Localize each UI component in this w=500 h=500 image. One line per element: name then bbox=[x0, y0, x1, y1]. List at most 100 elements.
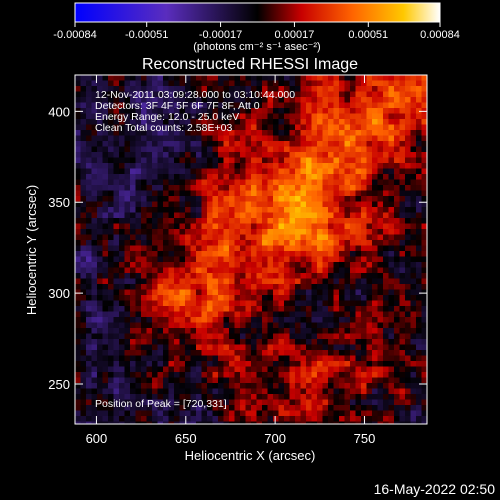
heatmap-cell bbox=[317, 295, 323, 301]
heatmap-cell bbox=[86, 80, 92, 87]
heatmap-cell bbox=[394, 394, 400, 400]
heatmap-cell bbox=[344, 383, 351, 389]
heatmap-cell bbox=[157, 322, 164, 329]
heatmap-cell bbox=[212, 168, 219, 175]
heatmap-cell bbox=[113, 75, 120, 81]
heatmap-cell bbox=[256, 240, 263, 246]
heatmap-cell bbox=[267, 218, 274, 224]
heatmap-cell bbox=[394, 240, 400, 246]
heatmap-cell bbox=[234, 218, 241, 224]
heatmap-cell bbox=[377, 300, 384, 307]
heatmap-cell bbox=[416, 97, 422, 103]
heatmap-cell bbox=[80, 163, 87, 169]
heatmap-cell bbox=[388, 102, 395, 109]
heatmap-cell bbox=[394, 146, 400, 153]
heatmap-cell bbox=[108, 201, 114, 208]
heatmap-cell bbox=[196, 410, 202, 417]
heatmap-cell bbox=[306, 262, 312, 268]
heatmap-cell bbox=[113, 300, 120, 307]
heatmap-cell bbox=[317, 372, 323, 378]
heatmap-cell bbox=[152, 119, 158, 125]
heatmap-cell bbox=[130, 256, 136, 263]
heatmap-cell bbox=[295, 273, 301, 279]
heatmap-cell bbox=[212, 179, 219, 186]
heatmap-cell bbox=[97, 416, 103, 422]
heatmap-cell bbox=[119, 405, 125, 411]
heatmap-cell bbox=[405, 108, 411, 114]
heatmap-cell bbox=[405, 372, 411, 378]
heatmap-cell bbox=[163, 383, 169, 389]
heatmap-cell bbox=[223, 196, 230, 202]
heatmap-cell bbox=[124, 306, 131, 312]
heatmap-cell bbox=[372, 168, 378, 175]
heatmap-cell bbox=[108, 273, 114, 279]
heatmap-cell bbox=[102, 295, 109, 301]
heatmap-cell bbox=[344, 366, 351, 373]
heatmap-cell bbox=[289, 372, 296, 378]
heatmap-cell bbox=[383, 355, 389, 362]
heatmap-cell bbox=[300, 273, 307, 279]
heatmap-cell bbox=[267, 240, 274, 246]
heatmap-cell bbox=[229, 361, 235, 367]
heatmap-cell bbox=[240, 124, 246, 131]
heatmap-cell bbox=[185, 350, 191, 356]
heatmap-cell bbox=[229, 141, 235, 147]
heatmap-cell bbox=[399, 163, 406, 169]
heatmap-cell bbox=[306, 267, 312, 274]
heatmap-cell bbox=[229, 405, 235, 411]
heatmap-cell bbox=[322, 377, 329, 384]
heatmap-cell bbox=[119, 229, 125, 235]
heatmap-cell bbox=[240, 168, 246, 175]
heatmap-cell bbox=[240, 383, 246, 389]
heatmap-cell bbox=[251, 405, 257, 411]
heatmap-cell bbox=[328, 91, 334, 98]
heatmap-cell bbox=[135, 86, 142, 92]
heatmap-cell bbox=[234, 267, 241, 274]
heatmap-cell bbox=[333, 383, 340, 389]
heatmap-cell bbox=[102, 146, 109, 153]
heatmap-cell bbox=[333, 410, 340, 417]
heatmap-cell bbox=[185, 179, 191, 186]
heatmap-cell bbox=[185, 262, 191, 268]
heatmap-cell bbox=[152, 306, 158, 312]
heatmap-cell bbox=[366, 86, 373, 92]
heatmap-cell bbox=[108, 339, 114, 345]
heatmap-cell bbox=[399, 284, 406, 290]
heatmap-cell bbox=[201, 350, 208, 356]
heatmap-cell bbox=[75, 207, 81, 213]
heatmap-cell bbox=[196, 102, 202, 109]
heatmap-cell bbox=[306, 97, 312, 103]
heatmap-cell bbox=[130, 157, 136, 164]
heatmap-cell bbox=[130, 383, 136, 389]
heatmap-cell bbox=[86, 240, 92, 246]
heatmap-cell bbox=[394, 174, 400, 180]
heatmap-cell bbox=[311, 102, 318, 109]
heatmap-cell bbox=[245, 212, 252, 219]
heatmap-cell bbox=[262, 86, 268, 92]
heatmap-cell bbox=[278, 350, 285, 356]
heatmap-cell bbox=[97, 333, 103, 340]
heatmap-cell bbox=[229, 124, 235, 131]
heatmap-cell bbox=[317, 196, 323, 202]
heatmap-cell bbox=[410, 207, 417, 213]
heatmap-cell bbox=[157, 80, 164, 87]
heatmap-cell bbox=[196, 317, 202, 323]
heatmap-cell bbox=[190, 394, 197, 400]
heatmap-cell bbox=[421, 130, 427, 136]
heatmap-cell bbox=[80, 141, 87, 147]
heatmap-cell bbox=[179, 416, 186, 422]
heatmap-cell bbox=[399, 91, 406, 98]
heatmap-cell bbox=[146, 289, 153, 296]
heatmap-cell bbox=[256, 201, 263, 208]
heatmap-cell bbox=[185, 86, 191, 92]
heatmap-cell bbox=[256, 300, 263, 307]
heatmap-cell bbox=[174, 251, 180, 257]
heatmap-cell bbox=[421, 179, 427, 186]
heatmap-cell bbox=[251, 157, 257, 164]
heatmap-cell bbox=[80, 256, 87, 263]
heatmap-cell bbox=[333, 388, 340, 395]
heatmap-cell bbox=[306, 130, 312, 136]
heatmap-cell bbox=[135, 240, 142, 246]
heatmap-cell bbox=[124, 157, 131, 164]
heatmap-cell bbox=[212, 421, 219, 424]
